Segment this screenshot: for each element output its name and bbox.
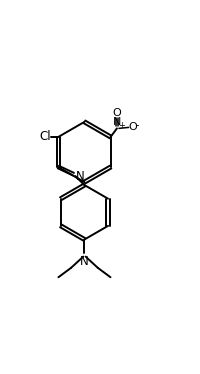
Text: N: N: [113, 117, 121, 128]
Text: N: N: [76, 169, 85, 183]
Text: -: -: [135, 120, 139, 130]
Text: O: O: [113, 108, 121, 119]
Text: +: +: [118, 121, 125, 130]
Text: Cl: Cl: [39, 131, 51, 144]
Text: N: N: [80, 255, 89, 268]
Text: O: O: [129, 122, 137, 132]
